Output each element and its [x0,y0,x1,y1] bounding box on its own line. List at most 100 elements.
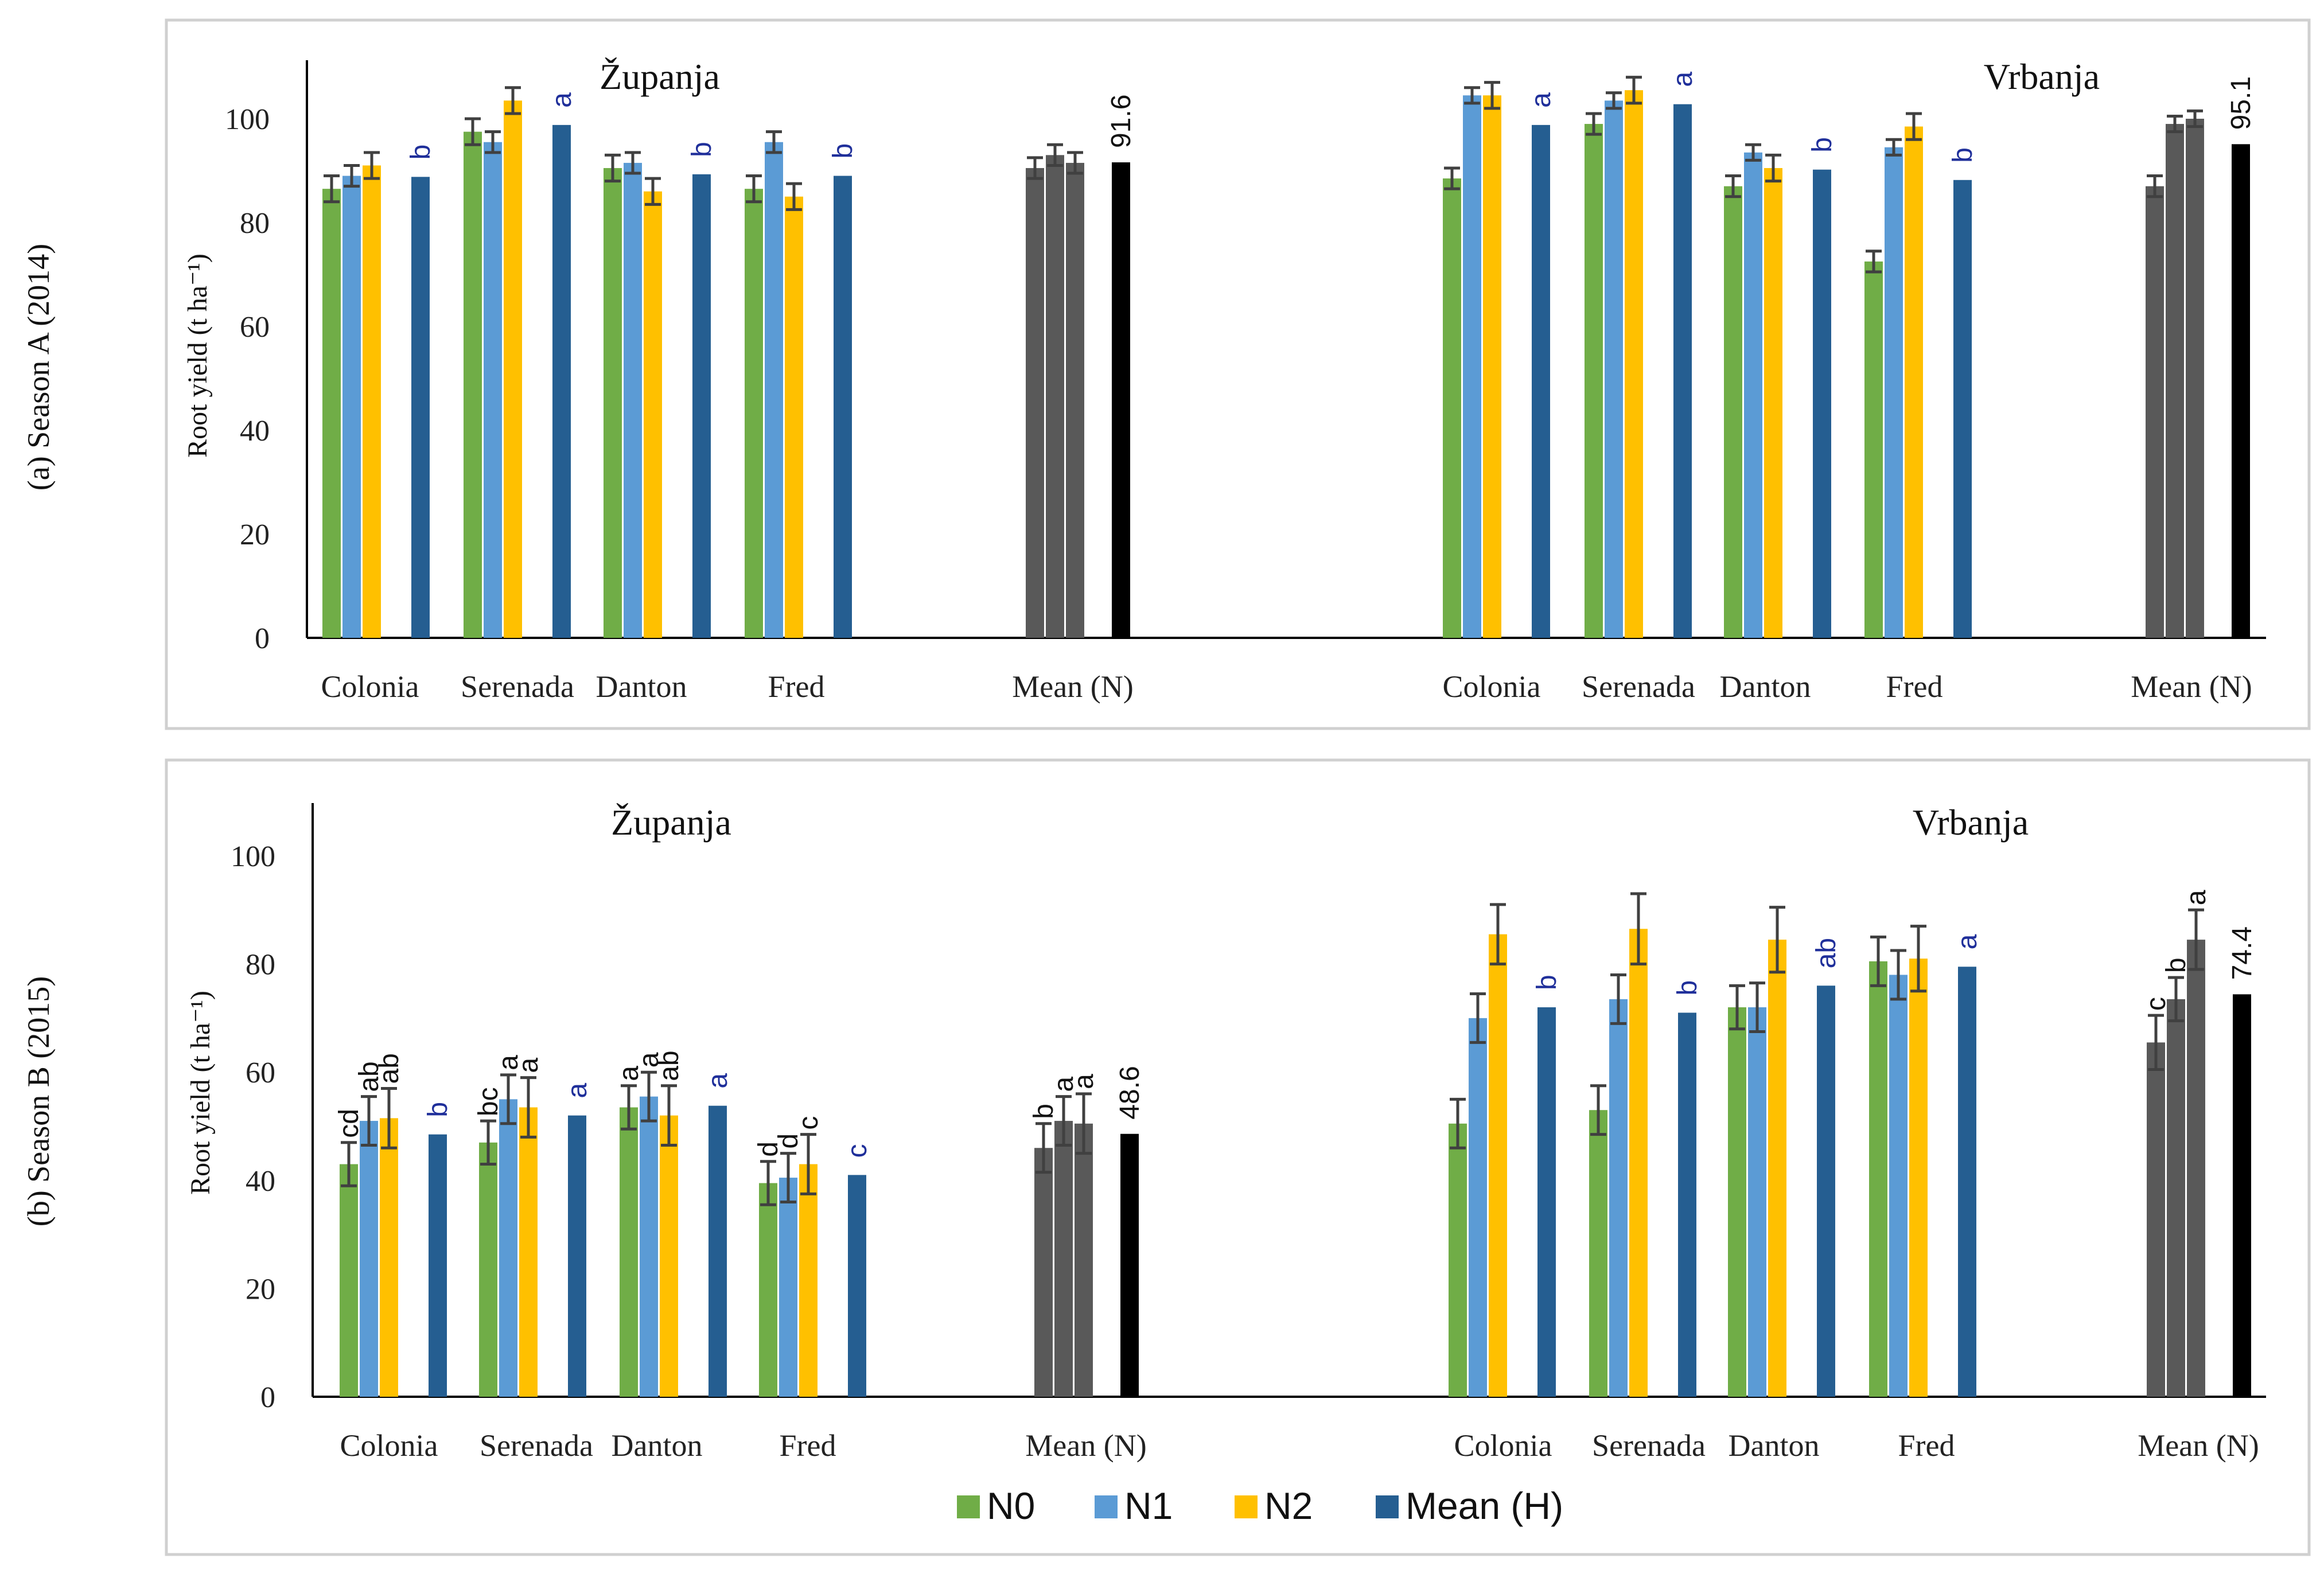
bar-overall-mean [2232,144,2250,638]
bar-n1 [360,1121,378,1397]
bar-letter: d [773,1133,804,1149]
bar-mean-h [848,1175,866,1397]
mean-n-letter: b [2161,957,2191,973]
bar-mean-h [1953,180,1972,638]
bar-n0 [745,189,763,638]
y-tick-label: 80 [246,949,275,981]
bar-n2 [504,100,522,638]
bar-n2 [660,1115,678,1397]
y-tick-label: 0 [255,622,270,655]
bar-n0 [604,167,622,638]
significance-letter: b [1532,975,1562,990]
site-title: Vrbanja [1913,802,2029,843]
bar-letter: d [753,1141,784,1157]
panel-frame [165,758,2311,1556]
bar-mean-n [2166,124,2184,638]
bar-letter: cd [334,1109,364,1138]
bar-n2 [799,1164,818,1397]
bar-mean-h [1817,985,1835,1397]
mean-n-letter: a [2181,890,2212,905]
site-group-1: Vrbanja a Colonia a Serenada b Danton b Fred 95.1… [1443,56,2257,704]
category-label: Colonia [321,669,419,704]
legend-label: N2 [1264,1485,1313,1527]
bar-n2 [380,1118,398,1397]
bar-n2 [1905,126,1923,638]
y-axis-label: Root yield (t ha⁻¹) [185,991,216,1195]
y-tick-label: 40 [246,1165,275,1198]
bar-letter: ab [654,1050,684,1081]
y-tick-label: 40 [240,415,270,447]
bar-mean-h [1537,1007,1556,1397]
bar-n0 [1443,178,1461,638]
bar-n2 [644,191,662,638]
bar-mean-n [2147,1042,2165,1397]
bar-mean-n [1046,155,1064,638]
category-label: Fred [1886,669,1943,704]
bar-n2 [1768,940,1786,1397]
mean-n-category-label: Mean (N) [1025,1428,1146,1463]
mean-n-letter: a [1049,1077,1079,1092]
mean-n-letter: b [1029,1104,1059,1119]
bar-n1 [1469,1018,1487,1397]
y-tick-label: 80 [240,207,270,240]
bar-n0 [1864,261,1883,638]
bar-n0 [1728,1007,1746,1397]
bar-overall-mean [2233,994,2251,1397]
bar-n1 [624,162,642,638]
season-label: (a) Season A (2014) [21,244,56,490]
category-label: Danton [1720,669,1811,704]
category-label: Danton [1729,1428,1820,1463]
overall-mean-label: 95.1 [2226,76,2256,130]
bar-mean-h [692,174,711,638]
bar-mean-h [1813,169,1831,638]
bar-letter: ab [354,1061,384,1092]
bar-n0 [620,1107,638,1397]
significance-letter: b [1948,147,1978,163]
bar-n1 [1889,975,1908,1397]
bar-n0 [464,131,482,638]
legend-swatch [1235,1495,1258,1518]
panel-frame [165,18,2311,730]
bar-mean-h [552,124,571,638]
bar-n2 [1629,929,1648,1397]
bar-letter: a [634,1052,664,1067]
category-label: Danton [612,1428,703,1463]
bar-n1 [779,1178,797,1397]
bar-mean-n [1034,1148,1053,1397]
category-label: Danton [596,669,687,704]
significance-letter: a [1668,72,1698,87]
mean-n-letter: c [2141,997,2171,1011]
bar-overall-mean [1112,162,1130,638]
site-title: Vrbanja [1984,56,2100,97]
bar-mean-n [2187,940,2205,1397]
bar-n0 [1869,961,1887,1397]
bar-mean-h [834,176,852,638]
bar-n2 [1764,167,1782,638]
bar-overall-mean [1120,1133,1139,1397]
category-label: Colonia [1443,669,1541,704]
category-label: Colonia [1454,1428,1552,1463]
bar-n0 [479,1142,497,1397]
bar-n0 [1589,1110,1607,1397]
site-title: Županja [611,802,731,843]
y-tick-label: 0 [260,1381,275,1414]
legend-label: N1 [1124,1485,1173,1527]
significance-letter: b [423,1102,453,1117]
bar-n0 [322,189,341,638]
category-label: Fred [780,1428,836,1463]
significance-letter: c [842,1144,873,1158]
mean-n-category-label: Mean (N) [1012,669,1133,704]
overall-mean-label: 91.6 [1106,95,1136,148]
bar-n1 [342,176,361,638]
bar-mean-n [1026,167,1044,638]
bar-n1 [1463,95,1481,638]
bar-n1 [499,1099,517,1397]
bar-mean-h [568,1115,586,1397]
bar-mean-h [1532,124,1550,638]
significance-letter: b [1807,137,1838,153]
bar-n1 [1744,152,1762,638]
bar-letter: c [793,1116,824,1130]
bar-mean-n [1054,1121,1073,1397]
y-tick-label: 20 [246,1273,275,1306]
bar-n1 [1748,1007,1766,1397]
